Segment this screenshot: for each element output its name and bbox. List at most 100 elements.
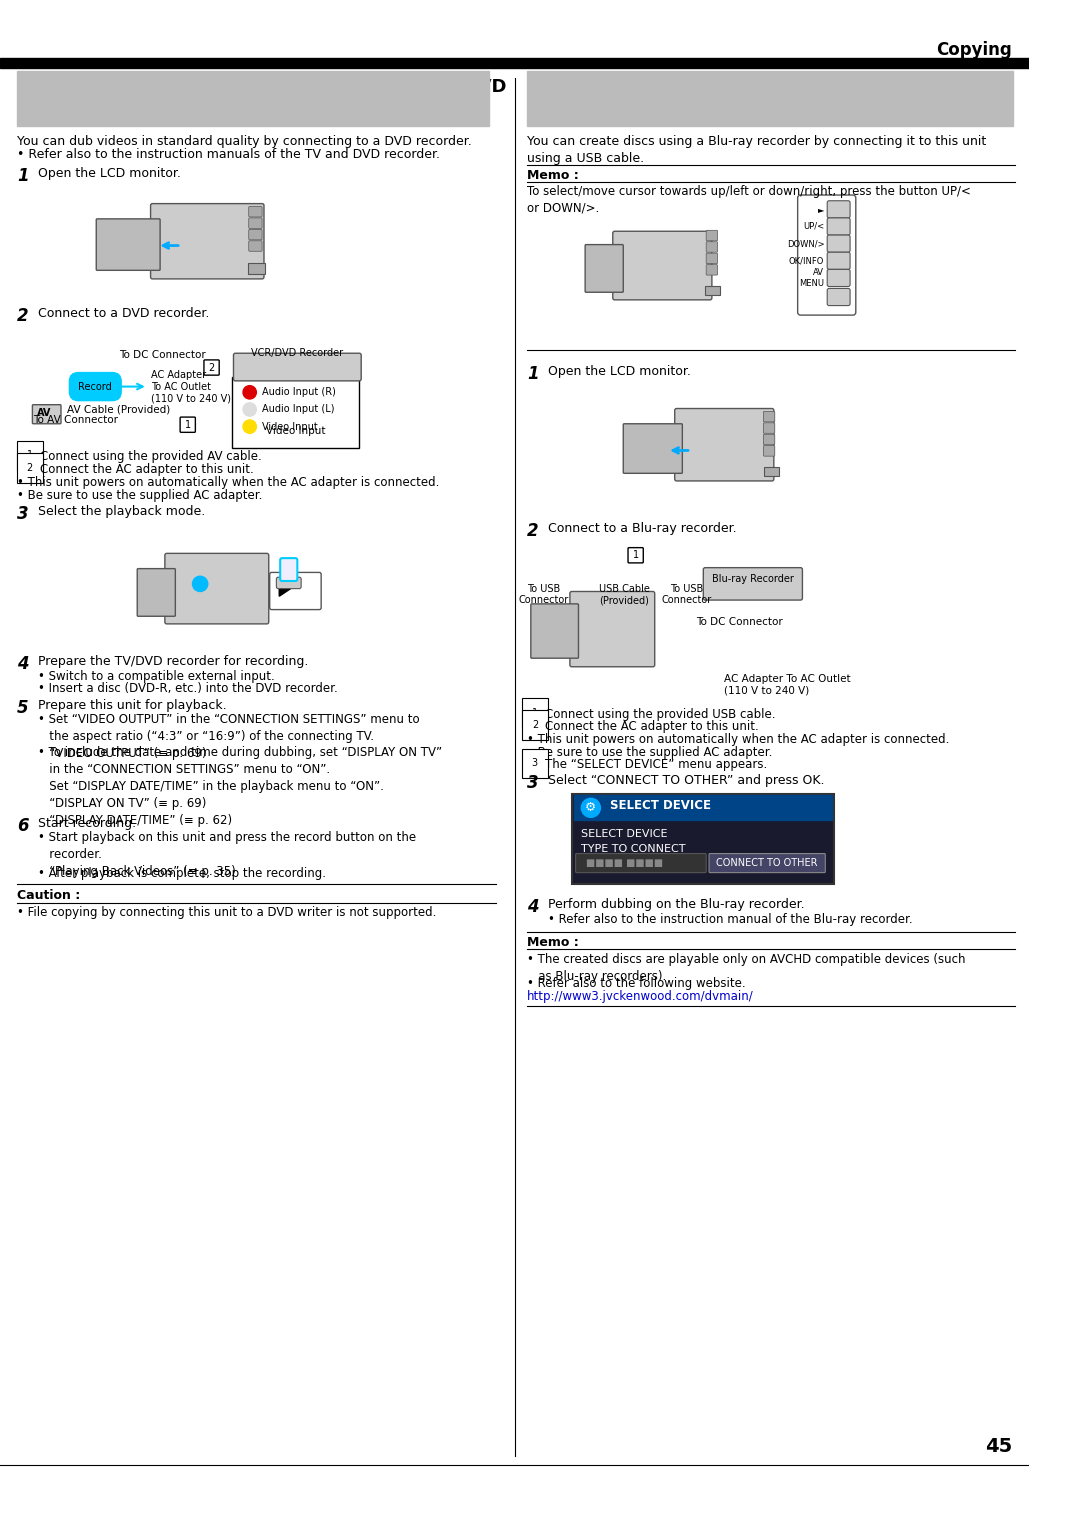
FancyBboxPatch shape <box>280 559 297 580</box>
Text: To DC Connector: To DC Connector <box>696 617 782 628</box>
FancyBboxPatch shape <box>827 235 850 252</box>
FancyBboxPatch shape <box>571 794 834 884</box>
Text: DOWN/>: DOWN/> <box>786 240 824 249</box>
Text: Caution :: Caution : <box>17 889 80 902</box>
Text: • This unit powers on automatically when the AC adapter is connected.: • This unit powers on automatically when… <box>527 733 949 747</box>
Text: 1: 1 <box>633 550 638 560</box>
Text: 1: 1 <box>185 420 191 429</box>
Text: SELECT DEVICE: SELECT DEVICE <box>581 829 667 838</box>
FancyBboxPatch shape <box>764 434 774 444</box>
FancyBboxPatch shape <box>706 253 717 264</box>
Text: To select/move cursor towards up/left or down/right, press the button UP/<
or DO: To select/move cursor towards up/left or… <box>527 185 971 215</box>
Text: 4: 4 <box>17 655 29 673</box>
FancyBboxPatch shape <box>231 377 360 447</box>
Text: 2: 2 <box>527 522 539 541</box>
Text: Prepare this unit for playback.: Prepare this unit for playback. <box>38 699 227 712</box>
Text: ■■■■ ■■■■: ■■■■ ■■■■ <box>586 858 663 867</box>
Text: UP/<: UP/< <box>804 221 824 231</box>
FancyBboxPatch shape <box>248 218 262 229</box>
Text: Memo :: Memo : <box>527 169 579 182</box>
Bar <box>0 61 1029 69</box>
Text: • Start playback on this unit and press the record button on the
   recorder.
  : • Start playback on this unit and press … <box>38 831 416 878</box>
Text: 2: 2 <box>531 721 538 730</box>
Text: • Be sure to use the supplied AC adapter.: • Be sure to use the supplied AC adapter… <box>17 489 262 501</box>
Text: TYPE TO CONNECT: TYPE TO CONNECT <box>581 844 686 854</box>
Text: USB Cable
(Provided): USB Cable (Provided) <box>598 583 650 606</box>
Text: 6: 6 <box>17 817 29 835</box>
FancyBboxPatch shape <box>248 206 262 217</box>
Circle shape <box>581 799 600 817</box>
Text: AC Adapter To AC Outlet
(110 V to 240 V): AC Adapter To AC Outlet (110 V to 240 V) <box>725 675 851 696</box>
Text: 3: 3 <box>527 774 539 793</box>
Text: • After playback is complete, stop the recording.: • After playback is complete, stop the r… <box>38 867 326 880</box>
Text: Connect the AC adapter to this unit.: Connect the AC adapter to this unit. <box>545 721 759 733</box>
FancyBboxPatch shape <box>827 289 850 305</box>
Text: 4: 4 <box>527 898 539 916</box>
Text: Connect using the provided AV cable.: Connect using the provided AV cable. <box>40 450 261 463</box>
FancyBboxPatch shape <box>531 603 579 658</box>
Bar <box>527 72 1013 127</box>
Text: Video Input: Video Input <box>262 421 318 432</box>
Text: • The created discs are playable only on AVCHD compatible devices (such
   as Bl: • The created discs are playable only on… <box>527 953 966 983</box>
Text: ►: ► <box>818 205 824 214</box>
Text: 3: 3 <box>531 759 538 768</box>
Bar <box>765 467 779 476</box>
Text: AV
MENU: AV MENU <box>799 269 824 287</box>
Text: • Refer also to the instruction manual of the Blu-ray recorder.: • Refer also to the instruction manual o… <box>548 913 913 925</box>
Text: You can create discs using a Blu-ray recorder by connecting it to this unit
usin: You can create discs using a Blu-ray rec… <box>527 134 986 165</box>
FancyBboxPatch shape <box>248 229 262 240</box>
FancyBboxPatch shape <box>150 203 264 279</box>
FancyBboxPatch shape <box>827 252 850 269</box>
Text: To USB
Connector: To USB Connector <box>661 583 712 606</box>
Text: • Refer also to the instruction manuals of the TV and DVD recorder.: • Refer also to the instruction manuals … <box>17 148 441 162</box>
Text: 5: 5 <box>17 699 29 718</box>
Circle shape <box>243 420 256 434</box>
Text: The “SELECT DEVICE” menu appears.: The “SELECT DEVICE” menu appears. <box>545 759 768 771</box>
Text: Prepare the TV/DVD recorder for recording.: Prepare the TV/DVD recorder for recordin… <box>38 655 309 669</box>
Text: Start recording.: Start recording. <box>38 817 136 831</box>
Bar <box>705 286 719 295</box>
Circle shape <box>243 403 256 417</box>
FancyBboxPatch shape <box>585 244 623 292</box>
Text: CONNECT TO OTHER: CONNECT TO OTHER <box>716 858 818 867</box>
FancyBboxPatch shape <box>270 573 321 609</box>
FancyBboxPatch shape <box>570 591 654 667</box>
FancyBboxPatch shape <box>612 231 712 299</box>
Text: • Insert a disc (DVD-R, etc.) into the DVD recorder.: • Insert a disc (DVD-R, etc.) into the D… <box>38 683 338 695</box>
Text: 1: 1 <box>527 365 539 383</box>
Text: • Set “VIDEO OUTPUT” in the “CONNECTION SETTINGS” menu to
   the aspect ratio (“: • Set “VIDEO OUTPUT” in the “CONNECTION … <box>38 713 420 759</box>
Text: 2: 2 <box>27 463 32 473</box>
Circle shape <box>243 386 256 399</box>
FancyBboxPatch shape <box>706 241 717 252</box>
Text: 1: 1 <box>17 168 29 185</box>
Bar <box>247 263 265 275</box>
Polygon shape <box>280 580 291 596</box>
Text: AV: AV <box>37 408 52 418</box>
FancyBboxPatch shape <box>96 218 160 270</box>
FancyBboxPatch shape <box>180 417 195 432</box>
Text: Audio Input (L): Audio Input (L) <box>262 405 335 414</box>
FancyBboxPatch shape <box>233 353 361 380</box>
FancyBboxPatch shape <box>764 446 774 457</box>
Text: You can dub videos in standard quality by connecting to a DVD recorder.: You can dub videos in standard quality b… <box>17 134 472 148</box>
FancyBboxPatch shape <box>764 411 774 421</box>
Text: • File copying by connecting this unit to a DVD writer is not supported.: • File copying by connecting this unit t… <box>17 906 436 919</box>
Text: 45: 45 <box>985 1437 1012 1455</box>
Text: 1: 1 <box>531 707 538 718</box>
Text: AC Adapter
To AC Outlet
(110 V to 240 V): AC Adapter To AC Outlet (110 V to 240 V) <box>150 370 230 403</box>
Text: Memo :: Memo : <box>527 936 579 950</box>
FancyBboxPatch shape <box>710 854 825 872</box>
FancyBboxPatch shape <box>706 264 717 275</box>
Circle shape <box>192 576 207 591</box>
Text: 2: 2 <box>17 307 29 325</box>
Text: http://www3.jvckenwood.com/dvmain/: http://www3.jvckenwood.com/dvmain/ <box>527 989 754 1003</box>
Text: To DC Connector: To DC Connector <box>119 350 206 360</box>
Text: Blu-ray Recorder: Blu-ray Recorder <box>712 574 794 585</box>
FancyBboxPatch shape <box>706 231 717 241</box>
Text: Connect to a Blu-ray recorder.: Connect to a Blu-ray recorder. <box>548 522 737 534</box>
FancyBboxPatch shape <box>276 577 301 588</box>
FancyBboxPatch shape <box>703 568 802 600</box>
FancyBboxPatch shape <box>248 241 262 252</box>
FancyBboxPatch shape <box>629 548 644 563</box>
FancyBboxPatch shape <box>204 360 219 376</box>
